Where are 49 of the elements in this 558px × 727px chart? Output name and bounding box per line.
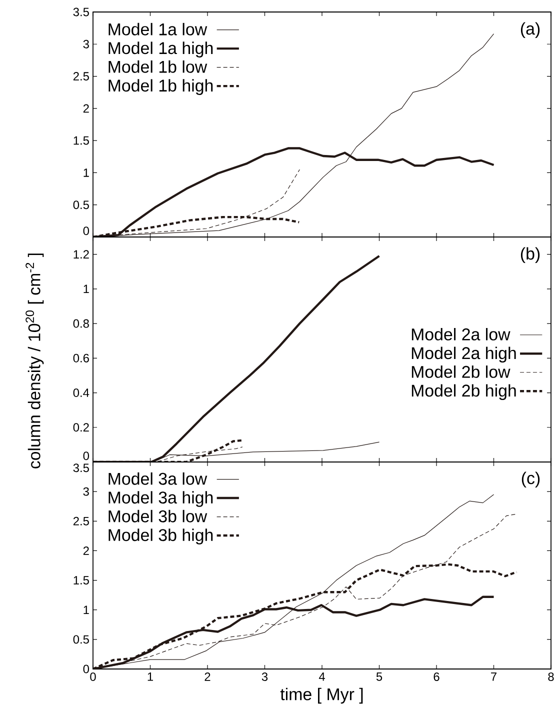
y-tick-label: 2.5 [73,516,89,526]
y-tick-label: 2.5 [73,72,89,81]
y-tick-label: 0 [83,452,90,460]
x-tick-label: 5 [376,672,382,681]
y-tick-label: 0.8 [73,319,89,328]
y-tick-label: 3.5 [73,464,89,472]
legend-label: Model 2b high [412,384,516,400]
x-axis-title: time [ Myr ] [280,688,363,704]
x-tick-label: 1 [148,672,153,681]
legend-label: Model 2b low [412,365,510,378]
y-tick-label: 1.5 [74,576,89,584]
y-tick-label: 1 [84,168,89,177]
y-tick-label: 0 [83,664,90,674]
legend-label: Model 2a low [412,328,510,340]
y-tick-label: 0.4 [73,388,90,397]
y-tick-label: 1 [84,606,89,614]
x-tick-label: 2 [204,672,210,681]
y-tick-label: 0.5 [73,200,89,210]
y-tick-label: 2 [83,546,89,555]
y-tick-label: 3 [83,487,89,496]
legend-label: Model 1a low [108,22,208,36]
y-tick-label: 1.2 [74,250,89,258]
x-tick-label: 4 [318,672,325,681]
y-axis-title: column density / 10$^{20}$ [ cm$^{-2}$ ] [26,254,44,468]
legend-label: Model 1b low [108,60,208,73]
legend-label: Model 1b high [108,79,213,95]
annotation: (c) [522,472,540,488]
y-tick-label: 0.2 [73,423,89,432]
legend-label: Model 3b high [108,528,213,544]
y-tick-label: 0 [83,226,90,236]
y-tick-label: 3.5 [73,8,89,16]
y-tick-label: 1 [84,284,89,294]
y-tick-label: 0.6 [73,354,89,362]
y-tick-label: 2 [83,104,89,113]
y-tick-label: 3 [83,40,89,48]
x-tick-label: 0 [90,672,96,681]
y-tick-label: 0.5 [73,635,89,644]
x-tick-label: 7 [491,672,496,681]
legend-label: Model 1a high [108,42,213,58]
legend-label: Model 3b low [108,510,208,522]
annotation: (b) [520,247,540,264]
legend-label: Model 3a low [108,472,208,485]
x-tick-label: 8 [548,672,554,681]
x-tick-label: 6 [434,672,440,681]
x-tick-label: 3 [262,672,268,681]
annotation: (a) [520,22,540,38]
legend-label: Model 2a high [412,346,516,363]
legend-label: Model 3a high [108,491,213,507]
y-tick-label: 1.5 [74,136,89,145]
